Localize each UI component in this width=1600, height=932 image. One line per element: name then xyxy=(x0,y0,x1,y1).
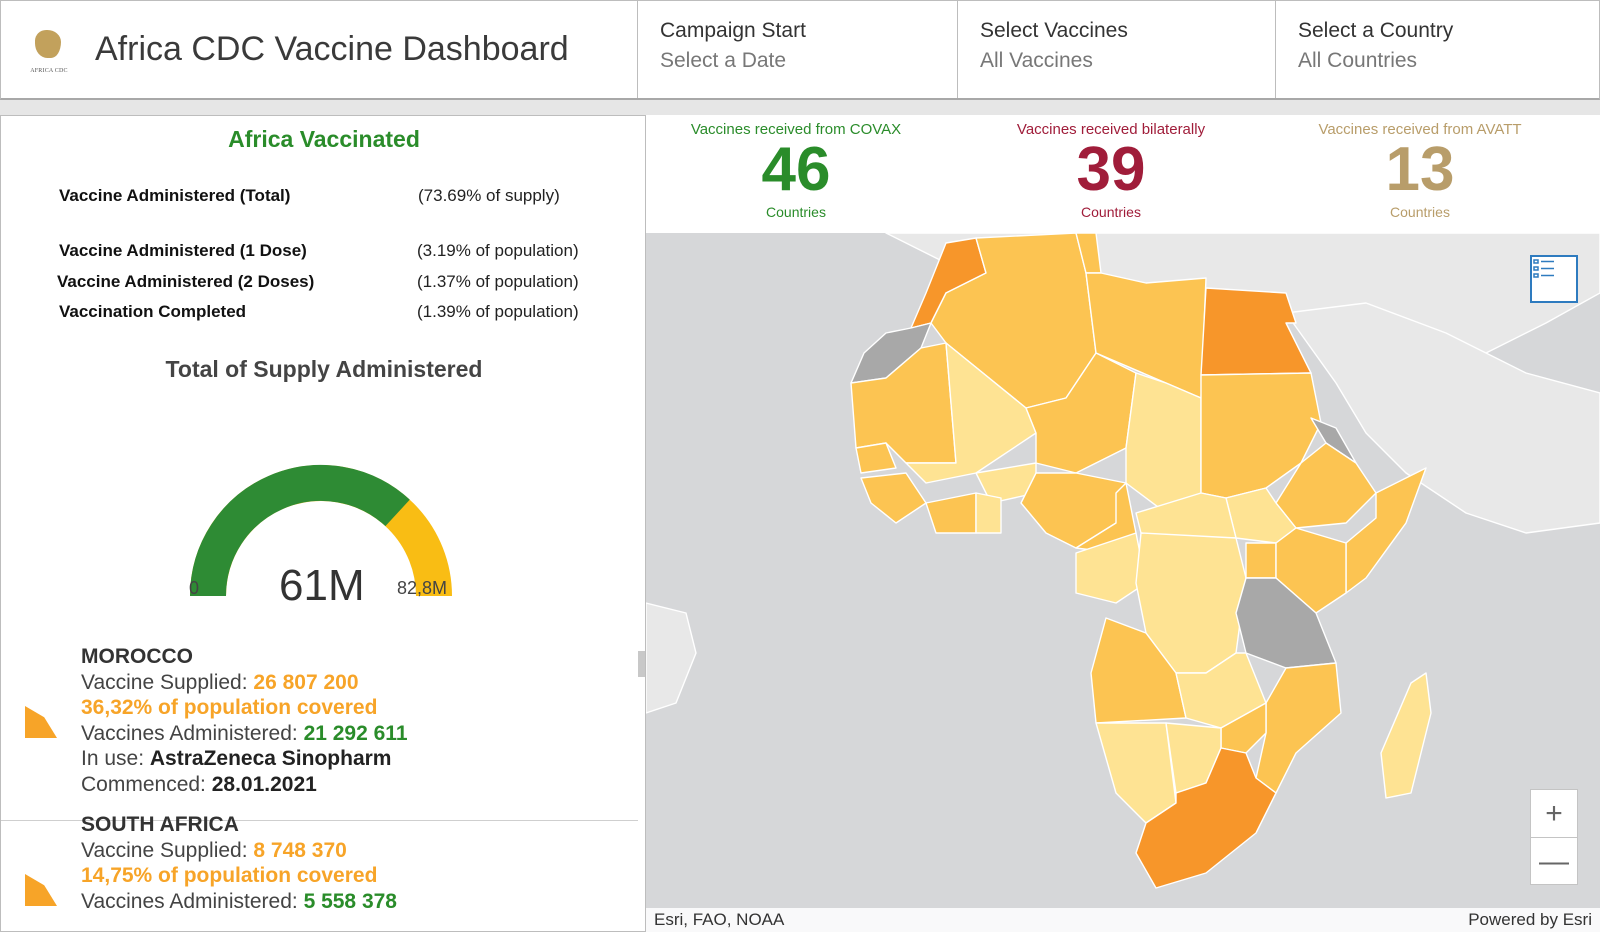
supply-gauge-title: Total of Supply Administered xyxy=(165,356,483,382)
gauge-min-label: 0 xyxy=(189,578,200,598)
select-vaccines-filter[interactable]: Select Vaccines All Vaccines xyxy=(958,1,1276,98)
zoom-control: + — xyxy=(1530,789,1578,885)
africa-map[interactable]: + — Esri, FAO, NOAA Powered by Esri xyxy=(646,233,1600,932)
flag-marker-icon xyxy=(25,874,57,906)
counter-sub: Countries xyxy=(1081,204,1141,220)
page-title: Africa CDC Vaccine Dashboard xyxy=(95,30,569,68)
filter-value: All Vaccines xyxy=(980,49,1093,72)
counter-number: 13 xyxy=(1385,135,1455,204)
country-guinea[interactable] xyxy=(860,472,927,524)
country-chad[interactable] xyxy=(1125,372,1202,514)
counter-sub: Countries xyxy=(1390,204,1450,220)
vaccines-administered: Vaccines Administered: 21 292 611 xyxy=(81,721,408,747)
flag-marker-icon xyxy=(25,706,57,738)
stat-label: Vaccine Administered (1 Dose) xyxy=(59,241,307,260)
vaccine-source-counters: Vaccines received from COVAX 46 Countrie… xyxy=(646,115,1600,233)
counter-heading: Vaccines received from AVATT xyxy=(1318,121,1522,138)
africa-continent-icon xyxy=(35,29,61,58)
vaccines-in-use: In use: AstraZeneca Sinopharm xyxy=(81,746,408,772)
counter-number: 39 xyxy=(1076,135,1146,204)
filter-label: Select a Country xyxy=(1298,19,1454,42)
country-zambia[interactable] xyxy=(1175,652,1267,729)
header-bar: AFRICA CDC Africa CDC Vaccine Dashboard … xyxy=(0,0,1600,100)
counter-sub: Countries xyxy=(766,204,826,220)
country-ghana[interactable] xyxy=(975,492,1002,534)
in-use-label: In use: xyxy=(81,747,150,771)
map-attribution-bar: Esri, FAO, NOAA Powered by Esri xyxy=(646,908,1600,932)
stat-label: Vaccine Administered (2 Doses) xyxy=(57,272,315,291)
population-coverage: 14,75% of population covered xyxy=(81,864,378,888)
commenced-label: Commenced: xyxy=(81,772,212,796)
country-card-body: MOROCCO Vaccine Supplied: 26 807 200 36,… xyxy=(81,644,408,798)
filter-value: All Countries xyxy=(1298,49,1418,72)
country-name: SOUTH AFRICA xyxy=(81,813,239,836)
country-namibia[interactable] xyxy=(1095,722,1177,824)
commenced-date: Commenced: 28.01.2021 xyxy=(81,772,408,798)
administered-label: Vaccines Administered: xyxy=(81,721,304,745)
country-mozambique[interactable] xyxy=(1255,662,1342,794)
supplied-label: Vaccine Supplied: xyxy=(81,838,254,862)
country-name: MOROCCO xyxy=(81,645,193,668)
stat-value: (3.19% of population) xyxy=(417,241,579,260)
covax-counter: Vaccines received from COVAX 46 Countrie… xyxy=(646,115,946,220)
administered-label: Vaccines Administered: xyxy=(81,889,304,913)
filter-label: Campaign Start xyxy=(660,19,806,42)
gauge-administered-arc xyxy=(190,465,410,597)
filter-label: Select Vaccines xyxy=(980,19,1128,42)
supplied-value: 8 748 370 xyxy=(253,838,347,862)
supplied-label: Vaccine Supplied: xyxy=(81,670,254,694)
in-use-value: AstraZeneca Sinopharm xyxy=(149,747,392,771)
card-divider xyxy=(1,820,638,821)
stat-label: Vaccine Administered (Total) xyxy=(59,186,291,205)
country-uganda[interactable] xyxy=(1245,542,1277,579)
africa-vaccinated-panel: Africa Vaccinated Vaccine Administered (… xyxy=(0,115,646,932)
country-card-body: SOUTH AFRICA Vaccine Supplied: 8 748 370… xyxy=(81,812,397,914)
country-senegal[interactable] xyxy=(855,442,897,474)
vaccines-administered: Vaccines Administered: 5 558 378 xyxy=(81,889,397,915)
africa-cdc-logo: AFRICA CDC xyxy=(23,24,75,76)
administered-value: 5 558 378 xyxy=(303,889,397,913)
counter-heading: Vaccines received bilaterally xyxy=(1016,121,1206,138)
country-card-morocco[interactable]: MOROCCO Vaccine Supplied: 26 807 200 36,… xyxy=(1,644,638,820)
filter-value: Select a Date xyxy=(660,49,787,72)
south-america-land xyxy=(646,602,697,714)
list-legend-icon xyxy=(1533,259,1554,278)
country-somalia[interactable] xyxy=(1345,467,1427,594)
legend-button[interactable] xyxy=(1530,255,1578,303)
stat-label: Vaccination Completed xyxy=(59,302,247,321)
country-south-africa[interactable] xyxy=(1135,747,1277,889)
vaccine-supplied: Vaccine Supplied: 26 807 200 xyxy=(81,670,408,696)
supplied-value: 26 807 200 xyxy=(253,670,359,694)
select-country-filter[interactable]: Select a Country All Countries xyxy=(1276,1,1599,98)
zoom-in-button[interactable]: + xyxy=(1531,790,1577,838)
list-scrollbar[interactable] xyxy=(638,651,645,677)
stat-value: (73.69% of supply) xyxy=(418,186,560,205)
stat-value: (1.39% of population) xyxy=(417,302,579,321)
powered-by-esri[interactable]: Powered by Esri xyxy=(1468,910,1592,929)
logo-text: AFRICA CDC xyxy=(30,67,68,74)
gauge-max-label: 82,8M xyxy=(397,578,448,598)
panel-title: Africa Vaccinated xyxy=(228,126,420,152)
gauge-value-label: 61M xyxy=(279,561,365,610)
counter-number: 46 xyxy=(761,135,831,204)
avatt-counter: Vaccines received from AVATT 13 Countrie… xyxy=(1270,115,1570,220)
commenced-value: 28.01.2021 xyxy=(211,772,317,796)
brand: AFRICA CDC Africa CDC Vaccine Dashboard xyxy=(1,1,638,98)
vaccine-supplied: Vaccine Supplied: 8 748 370 xyxy=(81,838,397,864)
country-card-south-africa[interactable]: SOUTH AFRICA Vaccine Supplied: 8 748 370… xyxy=(1,812,638,931)
zoom-out-button[interactable]: — xyxy=(1539,845,1569,878)
administered-value: 21 292 611 xyxy=(303,721,408,745)
campaign-start-filter[interactable]: Campaign Start Select a Date xyxy=(638,1,958,98)
arabia-land xyxy=(1285,302,1600,534)
stat-value: (1.37% of population) xyxy=(417,272,579,291)
country-madagascar[interactable] xyxy=(1380,672,1432,799)
country-cote-divoire[interactable] xyxy=(925,492,977,534)
supply-gauge xyxy=(190,465,452,597)
population-coverage: 36,32% of population covered xyxy=(81,696,378,720)
map-canvas[interactable] xyxy=(646,233,1600,932)
counter-heading: Vaccines received from COVAX xyxy=(690,121,902,138)
country-gabon-congo[interactable] xyxy=(1075,532,1147,604)
map-attribution[interactable]: Esri, FAO, NOAA xyxy=(654,910,785,929)
bilateral-counter: Vaccines received bilaterally 39 Countri… xyxy=(961,115,1261,220)
